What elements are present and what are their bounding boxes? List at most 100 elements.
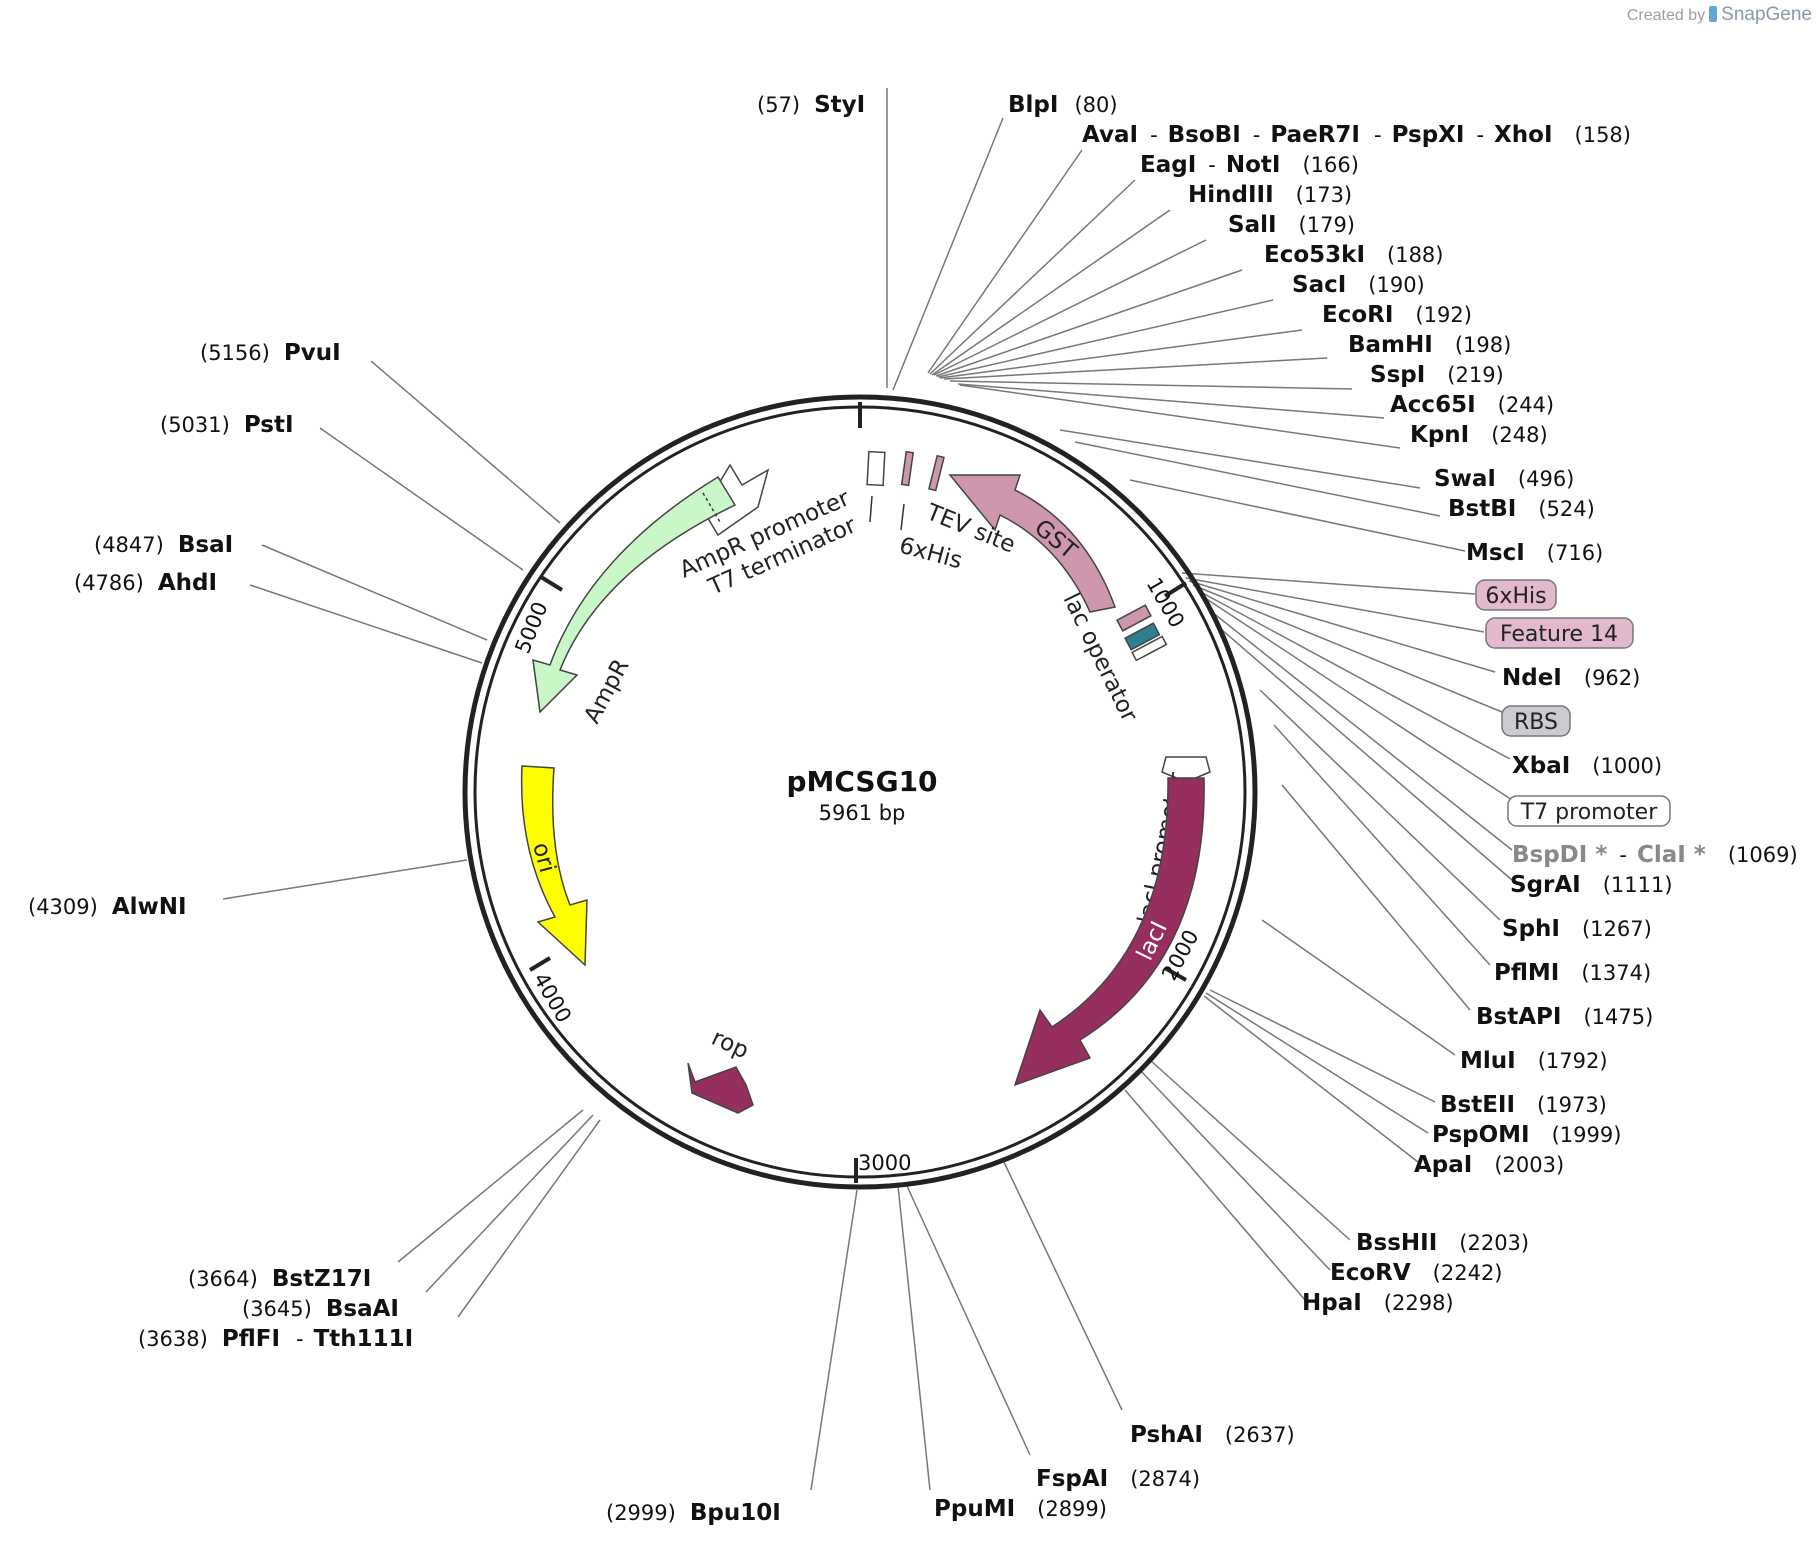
enzyme-noti-group: EagI - NotI (166): [1140, 152, 1359, 178]
credit-prefix: Created by: [1626, 7, 1706, 24]
badge-feature14-box: [1485, 617, 1634, 649]
enzyme-pvui: (5156) PvuI: [200, 340, 341, 366]
his6-top-pointer: [900, 503, 905, 531]
rop-label: rop: [707, 1025, 752, 1064]
leader-saci: [937, 299, 1274, 378]
enzyme-tth111i-group: (3638) PflFI - Tth111I: [138, 1326, 413, 1352]
enzyme-sphi: SphI (1267): [1502, 916, 1652, 942]
leader-noti: [929, 179, 1136, 375]
snapgene-logo-icon: [1709, 6, 1718, 22]
ampr-arrow: [532, 475, 737, 714]
leader-lines: [222, 88, 1513, 1491]
rop-arrow: [687, 1062, 754, 1114]
leader-bstz17i: [397, 1109, 584, 1263]
ampr-promoter-arrow: [702, 463, 770, 537]
leader-pspomi: [1205, 992, 1429, 1134]
leader-alwni: [222, 859, 468, 900]
enzyme-bstapi: BstAPI (1475): [1476, 1004, 1653, 1030]
plasmid-name: pMCSG10: [786, 765, 937, 798]
plasmid-length: 5961 bp: [819, 801, 906, 825]
enzyme-pspomi: PspOMI (1999): [1432, 1122, 1621, 1148]
leader-eco53ki: [935, 269, 1243, 377]
leader-bamhi: [943, 357, 1328, 380]
enzyme-bstbi: BstBI (524): [1448, 496, 1595, 522]
leader-fspai: [906, 1185, 1031, 1456]
enzyme-ecori: EcoRI (192): [1322, 302, 1472, 328]
enzyme-msci: MscI (716): [1466, 540, 1603, 566]
enzyme-apai: ApaI (2003): [1414, 1152, 1564, 1178]
badge-his6-box: [1475, 579, 1557, 611]
enzyme-ppumi: PpuMI (2899): [934, 1496, 1107, 1522]
credit-brand: SnapGene: [1721, 4, 1812, 25]
laci-arrow: [1013, 777, 1205, 1087]
enzyme-bsshii: BssHII (2203): [1356, 1230, 1529, 1256]
enzyme-ndei: NdeI (962): [1502, 665, 1640, 691]
tick-5000-label: 5000: [510, 598, 552, 657]
t7-terminator-pointer: [869, 495, 873, 523]
tick-3000-label: 3000: [858, 1151, 911, 1175]
enzyme-sspi: SspI (219): [1370, 362, 1504, 388]
leader-bsai: [261, 544, 488, 641]
leader-ahdi: [249, 584, 483, 664]
tick-5000-mark: [539, 575, 564, 592]
enzyme-kpni: KpnI (248): [1410, 422, 1548, 448]
enzyme-sgrai: SgrAI (1111): [1510, 872, 1673, 898]
enzyme-bpu10i: (2999) Bpu10I: [606, 1500, 781, 1526]
leader-ndei: [1188, 580, 1496, 673]
his6-right-marker: [1116, 604, 1152, 632]
enzyme-ecorv: EcoRV (2242): [1330, 1260, 1503, 1286]
tick-marks: [528, 402, 1188, 1183]
enzyme-hpai: HpaI (2298): [1302, 1290, 1454, 1316]
leader-acc65i: [957, 383, 1385, 419]
leader-pvui: [370, 360, 561, 524]
leader-kpni: [959, 384, 1401, 449]
enzyme-eco53ki: Eco53kI (188): [1264, 242, 1443, 268]
badge-his6: 6xHis: [1485, 584, 1546, 609]
enzyme-mlui: MluI (1792): [1460, 1048, 1608, 1074]
his6-label: 6xHis: [896, 533, 964, 575]
ori-arrow: [520, 765, 588, 967]
leader-pflmi: [1273, 724, 1491, 966]
leader-sali: [933, 239, 1207, 376]
enzyme-saci: SacI (190): [1292, 272, 1425, 298]
leader-ppumi: [897, 1185, 931, 1491]
leader-bpu10i: [810, 1189, 858, 1491]
enzyme-alwni: (4309) AlwNI: [28, 894, 187, 920]
leader-feature14: [1185, 577, 1485, 633]
tick-2000-mark: [1164, 966, 1187, 982]
leader-msci: [1129, 479, 1466, 552]
enzyme-xbai: XbaI (1000): [1512, 753, 1662, 779]
leader-hpai: [1124, 1089, 1306, 1301]
backbone-outer-ring: [462, 394, 1258, 1190]
badge-t7-promoter-box: [1507, 795, 1671, 827]
leader-rbs: [1192, 584, 1503, 713]
enzyme-clai-group: BspDI * - ClaI * (1069): [1512, 842, 1798, 868]
enzyme-bstz17i: (3664) BstZ17I: [188, 1266, 371, 1292]
leader-bsaai: [425, 1114, 594, 1293]
leader-bstapi: [1281, 784, 1471, 1011]
enzyme-ahdi: (4786) AhdI: [74, 570, 217, 596]
enzyme-sali: SalI (179): [1228, 212, 1355, 238]
leader-bsteii: [1209, 989, 1436, 1103]
leader-bstbi: [1074, 441, 1441, 517]
enzyme-bsaai: (3645) BsaAI: [242, 1296, 399, 1322]
leader-tth111i: [457, 1119, 601, 1318]
leader-xhoi: [927, 149, 1083, 374]
t7-terminator-marker: [866, 450, 886, 487]
enzyme-swai: SwaI (496): [1434, 466, 1574, 492]
badge-rbs: RBS: [1514, 710, 1558, 735]
enzyme-pshai: PshAI (2637): [1130, 1422, 1295, 1448]
enzyme-bamhi: BamHI (198): [1348, 332, 1511, 358]
leader-swai: [1059, 429, 1421, 489]
tick-1000-mark: [1163, 581, 1188, 598]
leader-t7promoter: [1201, 595, 1513, 801]
enzyme-psti: (5031) PstI: [160, 412, 294, 438]
badge-feature14: Feature 14: [1500, 622, 1618, 647]
leader-sphi: [1259, 689, 1501, 921]
enzyme-bsai: (4847) BsaI: [94, 532, 233, 558]
leader-clai: [1211, 611, 1513, 851]
enzyme-acc65i: Acc65I (244): [1390, 392, 1554, 418]
leader-psti: [319, 427, 524, 571]
leader-blpi: [892, 117, 1004, 391]
